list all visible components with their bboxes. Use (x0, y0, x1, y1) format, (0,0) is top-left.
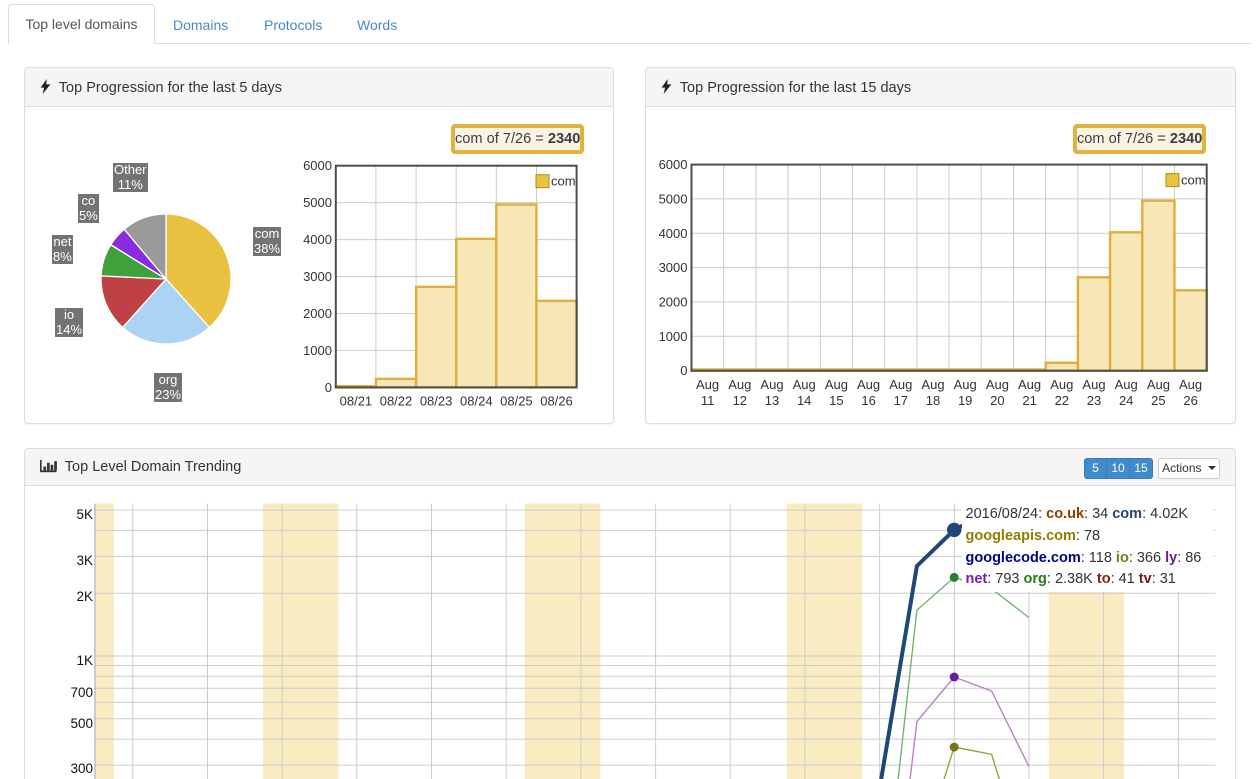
svg-text:Aug: Aug (696, 377, 719, 392)
svg-text:Aug: Aug (825, 377, 848, 392)
svg-text:1000: 1000 (659, 329, 688, 344)
svg-text:5000: 5000 (659, 191, 688, 206)
svg-text:com: com (551, 174, 576, 189)
svg-text:08/22: 08/22 (380, 393, 413, 408)
svg-text:08/26: 08/26 (540, 393, 573, 408)
svg-text:08/24: 08/24 (460, 393, 493, 408)
svg-text:Aug: Aug (857, 377, 880, 392)
svg-text:16: 16 (861, 393, 875, 408)
svg-text:Aug: Aug (986, 377, 1009, 392)
svg-text:24: 24 (1119, 393, 1133, 408)
svg-text:11: 11 (701, 393, 715, 408)
svg-text:Aug: Aug (728, 377, 751, 392)
svg-text:2000: 2000 (659, 295, 688, 310)
svg-text:6000: 6000 (303, 158, 332, 173)
svg-text:Aug: Aug (1018, 377, 1041, 392)
svg-text:23: 23 (1087, 393, 1101, 408)
svg-text:13: 13 (765, 393, 779, 408)
svg-text:08/23: 08/23 (420, 393, 453, 408)
svg-text:3000: 3000 (659, 260, 688, 275)
svg-text:6000: 6000 (659, 158, 688, 172)
svg-text:12: 12 (733, 393, 747, 408)
svg-text:22: 22 (1055, 393, 1069, 408)
svg-text:Aug: Aug (1179, 377, 1202, 392)
svg-text:17: 17 (894, 393, 908, 408)
svg-text:Aug: Aug (1147, 377, 1170, 392)
svg-text:5000: 5000 (303, 195, 332, 210)
svg-text:3000: 3000 (303, 269, 332, 284)
svg-text:15: 15 (829, 393, 843, 408)
svg-text:Aug: Aug (1082, 377, 1105, 392)
svg-text:21: 21 (1022, 393, 1036, 408)
svg-text:0: 0 (325, 380, 332, 395)
svg-text:2000: 2000 (303, 306, 332, 321)
svg-text:14: 14 (797, 393, 811, 408)
svg-text:20: 20 (990, 393, 1004, 408)
svg-text:08/21: 08/21 (340, 393, 373, 408)
svg-text:25: 25 (1151, 393, 1165, 408)
svg-text:08/25: 08/25 (500, 393, 533, 408)
svg-text:18: 18 (926, 393, 940, 408)
svg-text:Aug: Aug (793, 377, 816, 392)
svg-text:26: 26 (1183, 393, 1197, 408)
svg-text:4000: 4000 (303, 232, 332, 247)
svg-text:Aug: Aug (760, 377, 783, 392)
svg-text:1000: 1000 (303, 343, 332, 358)
svg-text:com: com (1181, 173, 1206, 188)
svg-text:Aug: Aug (889, 377, 912, 392)
svg-text:Aug: Aug (1115, 377, 1138, 392)
svg-text:Aug: Aug (954, 377, 977, 392)
svg-text:4000: 4000 (659, 226, 688, 241)
svg-text:0: 0 (680, 363, 687, 378)
svg-text:19: 19 (958, 393, 972, 408)
svg-text:Aug: Aug (1050, 377, 1073, 392)
svg-text:Aug: Aug (921, 377, 944, 392)
